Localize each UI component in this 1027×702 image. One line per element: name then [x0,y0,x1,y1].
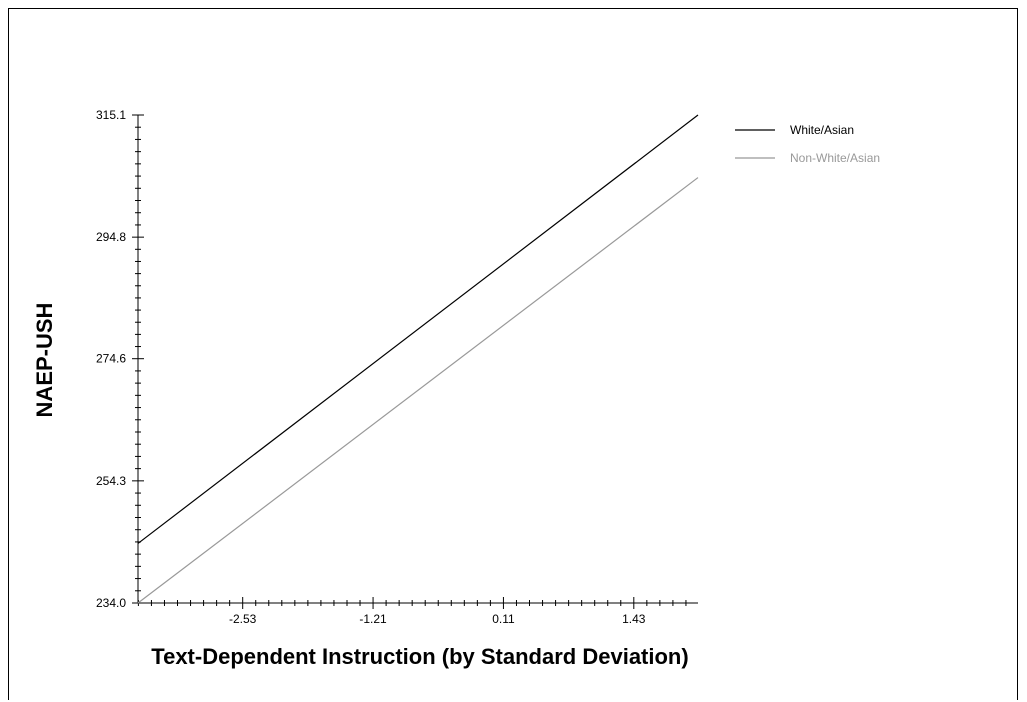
y-tick-label: 294.8 [96,230,126,244]
series-line-2 [137,177,699,604]
legend-label: Non-White/Asian [790,151,880,165]
y-axis-title: NAEP-USH [32,303,57,418]
x-tick-label: 1.43 [622,612,646,626]
y-tick-label: 315.1 [96,108,126,122]
x-axis-title: Text-Dependent Instruction (by Standard … [151,644,688,669]
axes: 234.0 254.3 274.6 294.8 315.1 -2.53 -1.21 0.11 1… [96,108,698,626]
x-tick-label: -1.21 [359,612,387,626]
series-layer [137,114,699,604]
y-tick-label: 274.6 [96,352,126,366]
legend: White/Asian Non-White/Asian [735,123,880,165]
chart-frame [8,8,1018,700]
y-tick-label: 254.3 [96,474,126,488]
y-tick-label: 234.0 [96,596,126,610]
x-tick-label: -2.53 [229,612,257,626]
series-line-1 [137,114,699,544]
legend-label: White/Asian [790,123,854,137]
x-tick-label: 0.11 [492,612,515,626]
